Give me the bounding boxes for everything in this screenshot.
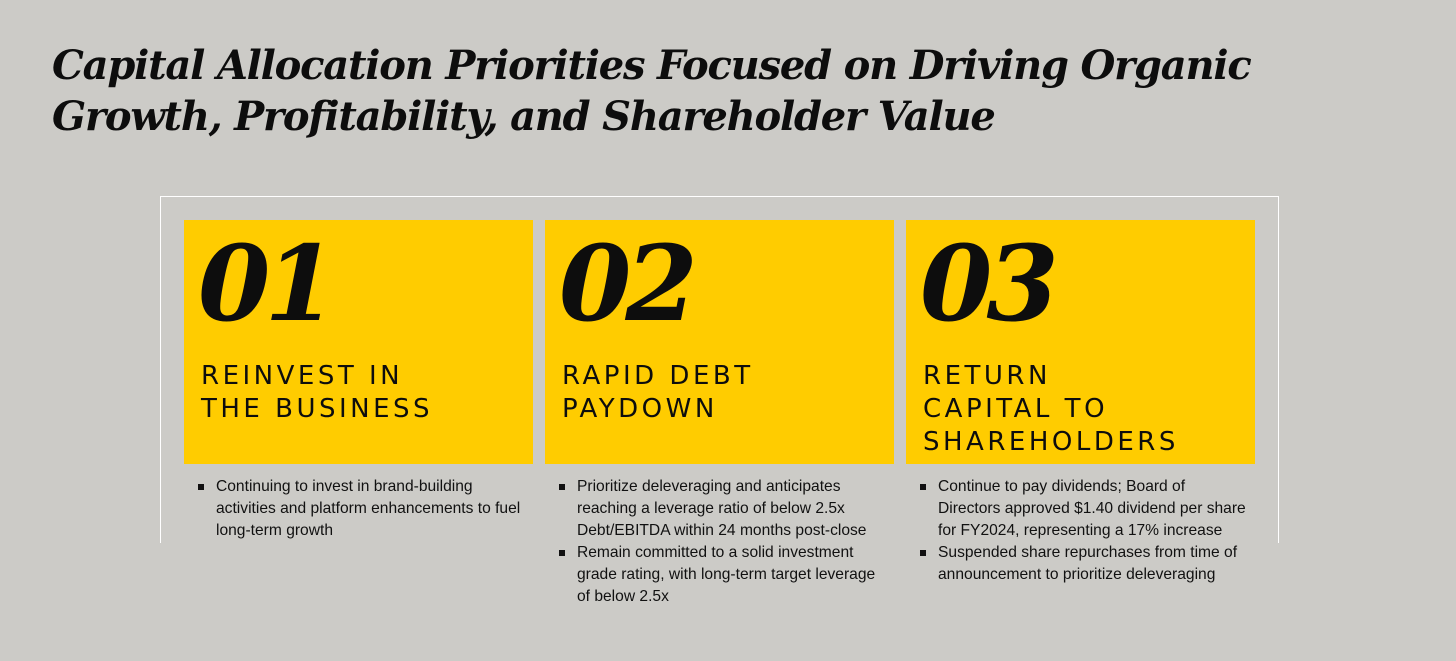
priority-bullets-1: Continuing to invest in brand-building a… <box>198 476 528 542</box>
bullet-square-icon <box>559 484 565 490</box>
priority-bullets-3: Continue to pay dividends; Board of Dire… <box>920 476 1250 586</box>
bullet-square-icon <box>198 484 204 490</box>
priority-card-2: 02 RAPID DEBT PAYDOWN <box>545 220 894 464</box>
priority-heading-1: REINVEST IN THE BUSINESS <box>201 360 521 426</box>
priority-heading-line: REINVEST IN <box>201 361 404 391</box>
priority-number-2: 02 <box>559 222 698 345</box>
priority-heading-line: CAPITAL TO <box>923 394 1109 424</box>
bullet-item: Continuing to invest in brand-building a… <box>198 476 528 542</box>
page-title-line-2: Growth, Profitability, and Shareholder V… <box>52 93 996 141</box>
bullet-text: Continuing to invest in brand-building a… <box>216 478 521 539</box>
bullet-text: Prioritize deleveraging and anticipates … <box>577 478 867 539</box>
content-frame <box>160 196 1279 543</box>
page-title-line-1: Capital Allocation Priorities Focused on… <box>52 42 1252 89</box>
bullet-item: Continue to pay dividends; Board of Dire… <box>920 476 1250 542</box>
priority-heading-line: PAYDOWN <box>562 394 718 424</box>
bullet-text: Continue to pay dividends; Board of Dire… <box>938 478 1246 539</box>
priority-number-3: 03 <box>920 222 1059 345</box>
priority-heading-line: RAPID DEBT <box>562 361 754 391</box>
bullet-square-icon <box>559 550 565 556</box>
priority-heading-line: THE BUSINESS <box>201 394 434 424</box>
priority-heading-3: RETURN CAPITAL TO SHAREHOLDERS <box>923 360 1243 459</box>
priority-card-3: 03 RETURN CAPITAL TO SHAREHOLDERS <box>906 220 1255 464</box>
bullet-square-icon <box>920 550 926 556</box>
bullet-item: Suspended share repurchases from time of… <box>920 542 1250 586</box>
bullet-item: Remain committed to a solid investment g… <box>559 542 889 608</box>
priority-card-1: 01 REINVEST IN THE BUSINESS <box>184 220 533 464</box>
priority-heading-line: RETURN <box>923 361 1051 391</box>
priority-number-1: 01 <box>198 222 337 345</box>
bullet-text: Suspended share repurchases from time of… <box>938 544 1238 583</box>
priority-bullets-2: Prioritize deleveraging and anticipates … <box>559 476 889 608</box>
bullet-text: Remain committed to a solid investment g… <box>577 544 876 605</box>
priority-heading-line: SHAREHOLDERS <box>923 427 1179 457</box>
page-title: Capital Allocation Priorities Focused on… <box>52 40 1412 142</box>
priority-heading-2: RAPID DEBT PAYDOWN <box>562 360 882 426</box>
bullet-square-icon <box>920 484 926 490</box>
bullet-item: Prioritize deleveraging and anticipates … <box>559 476 889 542</box>
